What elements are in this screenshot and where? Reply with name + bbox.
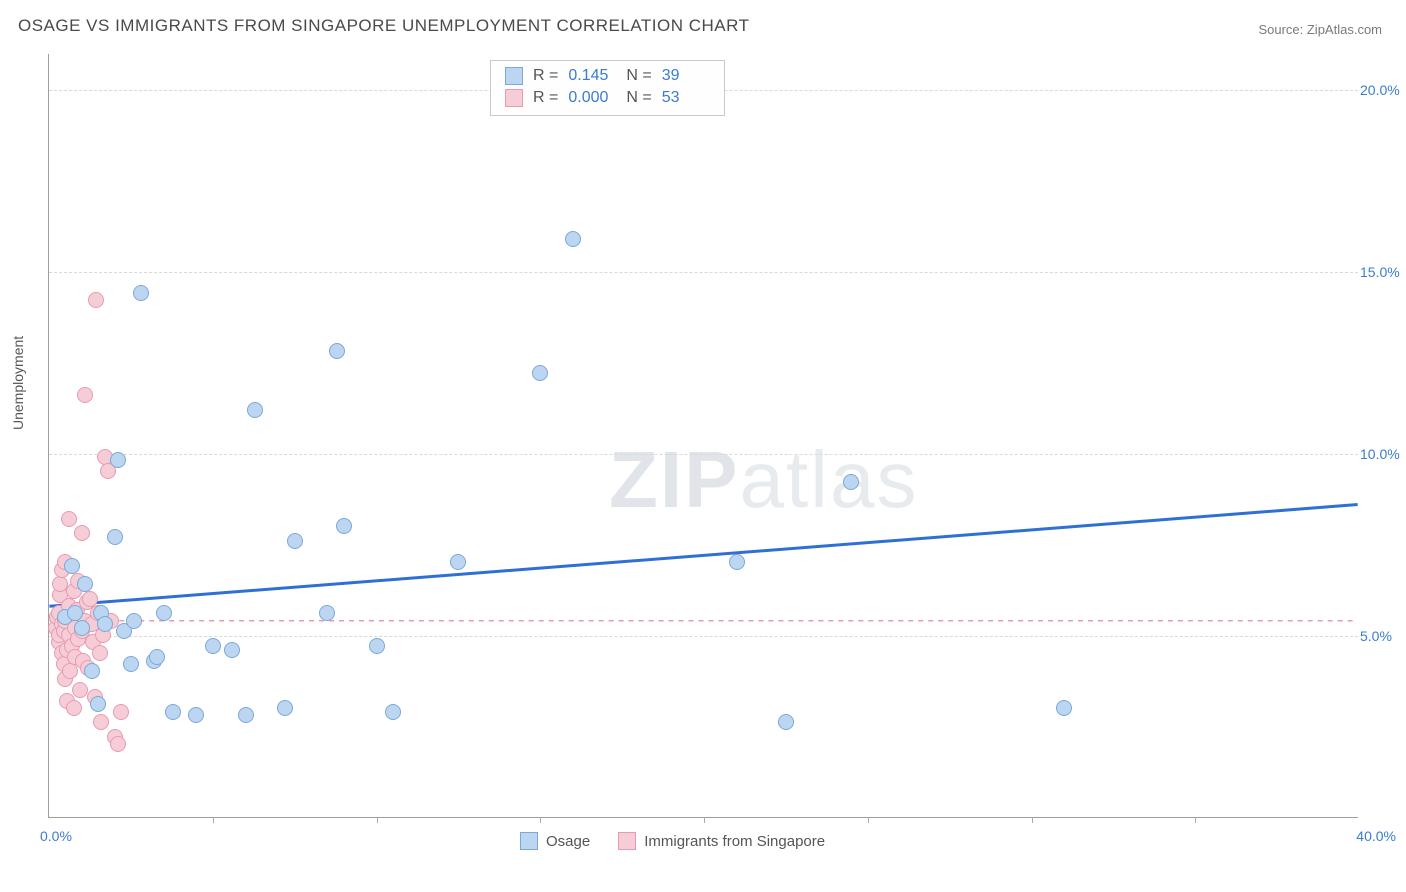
gridline bbox=[49, 636, 1358, 637]
data-point bbox=[62, 663, 78, 679]
data-point bbox=[82, 591, 98, 607]
data-point bbox=[165, 704, 181, 720]
legend-row-singapore: R = 0.000 N = 53 bbox=[505, 87, 710, 109]
x-axis-max-label: 40.0% bbox=[1356, 828, 1396, 844]
data-point bbox=[565, 231, 581, 247]
chart-title: OSAGE VS IMMIGRANTS FROM SINGAPORE UNEMP… bbox=[18, 16, 749, 36]
data-point bbox=[74, 620, 90, 636]
chart-container: OSAGE VS IMMIGRANTS FROM SINGAPORE UNEMP… bbox=[0, 0, 1406, 892]
trend-lines-layer bbox=[49, 54, 1358, 817]
n-label-2: N = bbox=[626, 89, 651, 107]
data-point bbox=[88, 292, 104, 308]
data-point bbox=[123, 656, 139, 672]
data-point bbox=[133, 285, 149, 301]
legend-item-osage: Osage bbox=[520, 832, 590, 850]
data-point bbox=[277, 700, 293, 716]
x-tick bbox=[1032, 817, 1033, 823]
data-point bbox=[66, 700, 82, 716]
data-point bbox=[843, 474, 859, 490]
x-tick bbox=[377, 817, 378, 823]
data-point bbox=[319, 605, 335, 621]
y-tick-label: 20.0% bbox=[1360, 82, 1406, 98]
r-label-2: R = bbox=[533, 89, 558, 107]
data-point bbox=[74, 525, 90, 541]
data-point bbox=[93, 714, 109, 730]
n-value-osage: 39 bbox=[662, 67, 710, 85]
data-point bbox=[205, 638, 221, 654]
trend-line bbox=[49, 505, 1357, 607]
data-point bbox=[61, 511, 77, 527]
data-point bbox=[1056, 700, 1072, 716]
data-point bbox=[369, 638, 385, 654]
x-tick bbox=[704, 817, 705, 823]
data-point bbox=[92, 645, 108, 661]
legend-row-osage: R = 0.145 N = 39 bbox=[505, 65, 710, 87]
series-legend: Osage Immigrants from Singapore bbox=[520, 832, 825, 850]
gridline bbox=[49, 454, 1358, 455]
x-tick bbox=[213, 817, 214, 823]
data-point bbox=[778, 714, 794, 730]
plot-area: ZIPatlas 5.0%10.0%15.0%20.0% bbox=[48, 54, 1358, 818]
legend-label-osage: Osage bbox=[546, 833, 590, 850]
legend-item-singapore: Immigrants from Singapore bbox=[618, 832, 825, 850]
correlation-legend: R = 0.145 N = 39 R = 0.000 N = 53 bbox=[490, 60, 725, 116]
source-attribution: Source: ZipAtlas.com bbox=[1258, 22, 1382, 37]
data-point bbox=[77, 387, 93, 403]
data-point bbox=[110, 452, 126, 468]
x-tick bbox=[868, 817, 869, 823]
data-point bbox=[238, 707, 254, 723]
legend-label-singapore: Immigrants from Singapore bbox=[644, 833, 825, 850]
data-point bbox=[224, 642, 240, 658]
r-value-singapore: 0.000 bbox=[568, 89, 616, 107]
swatch-osage-bottom bbox=[520, 832, 538, 850]
swatch-singapore bbox=[505, 89, 523, 107]
data-point bbox=[113, 704, 129, 720]
r-value-osage: 0.145 bbox=[568, 67, 616, 85]
data-point bbox=[188, 707, 204, 723]
data-point bbox=[110, 736, 126, 752]
n-value-singapore: 53 bbox=[662, 89, 710, 107]
y-tick-label: 10.0% bbox=[1360, 446, 1406, 462]
data-point bbox=[287, 533, 303, 549]
data-point bbox=[385, 704, 401, 720]
r-label: R = bbox=[533, 67, 558, 85]
y-tick-label: 15.0% bbox=[1360, 264, 1406, 280]
data-point bbox=[149, 649, 165, 665]
gridline bbox=[49, 272, 1358, 273]
x-tick bbox=[1195, 817, 1196, 823]
data-point bbox=[84, 663, 100, 679]
y-tick-label: 5.0% bbox=[1360, 628, 1406, 644]
n-label: N = bbox=[626, 67, 651, 85]
x-tick bbox=[540, 817, 541, 823]
swatch-osage bbox=[505, 67, 523, 85]
data-point bbox=[126, 613, 142, 629]
data-point bbox=[247, 402, 263, 418]
data-point bbox=[107, 529, 123, 545]
data-point bbox=[90, 696, 106, 712]
data-point bbox=[729, 554, 745, 570]
data-point bbox=[329, 343, 345, 359]
data-point bbox=[77, 576, 93, 592]
y-axis-label: Unemployment bbox=[10, 336, 26, 430]
data-point bbox=[450, 554, 466, 570]
data-point bbox=[156, 605, 172, 621]
data-point bbox=[97, 616, 113, 632]
x-axis-origin-label: 0.0% bbox=[40, 828, 72, 844]
data-point bbox=[532, 365, 548, 381]
data-point bbox=[336, 518, 352, 534]
swatch-singapore-bottom bbox=[618, 832, 636, 850]
data-point bbox=[64, 558, 80, 574]
data-point bbox=[72, 682, 88, 698]
